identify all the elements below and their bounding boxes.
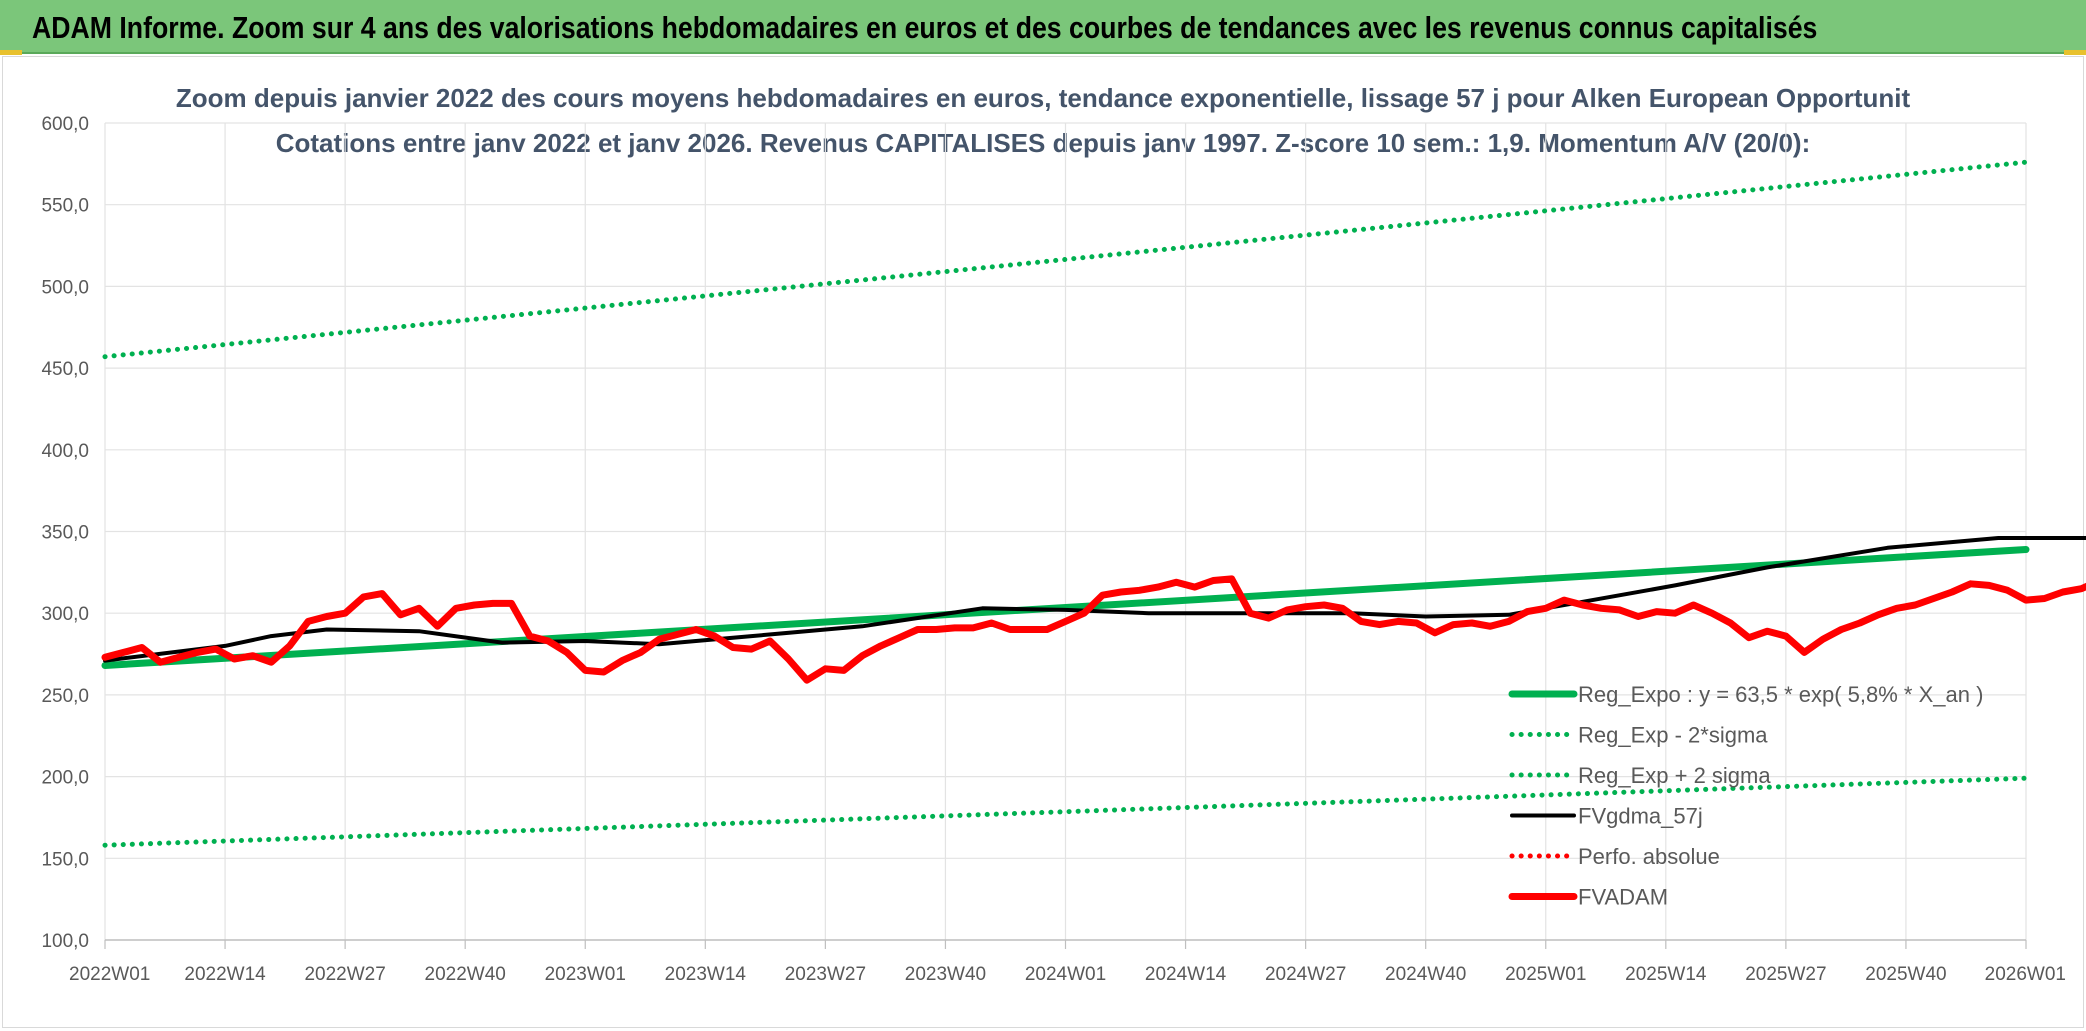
x-tick-label: 2023W14 bbox=[665, 964, 747, 985]
x-tick-label: 2024W40 bbox=[1385, 964, 1466, 985]
x-tick-label: 2022W27 bbox=[304, 964, 385, 985]
x-tick-label: 2025W14 bbox=[1625, 964, 1707, 985]
header-bar: ADAM Informe. Zoom sur 4 ans des valoris… bbox=[0, 0, 2086, 55]
y-tick-label: 300,0 bbox=[41, 604, 89, 625]
y-tick-label: 450,0 bbox=[41, 359, 89, 380]
y-tick-label: 500,0 bbox=[41, 277, 89, 298]
series-line-3 bbox=[103, 536, 2086, 663]
series-line-1 bbox=[102, 775, 2029, 848]
x-tick-label: 2025W40 bbox=[1865, 964, 1946, 985]
series-layer bbox=[101, 159, 2086, 848]
y-tick-label: 100,0 bbox=[41, 931, 89, 952]
x-tick-label: 2025W01 bbox=[1505, 964, 1586, 985]
y-tick-label: 150,0 bbox=[41, 849, 89, 870]
y-tick-label: 200,0 bbox=[41, 768, 89, 789]
grid bbox=[104, 122, 2027, 941]
chart-title-line-2: Cotations entre janv 2022 et janv 2026. … bbox=[276, 128, 1811, 158]
chart-title-line-1: Zoom depuis janvier 2022 des cours moyen… bbox=[176, 83, 1911, 113]
x-tick-label: 2026W01 bbox=[1985, 964, 2066, 985]
y-tick-label: 400,0 bbox=[41, 441, 89, 462]
x-tick-label: 2022W40 bbox=[425, 964, 506, 985]
y-tick-label: 550,0 bbox=[41, 196, 89, 217]
series-line-2 bbox=[102, 159, 2029, 360]
chart-frame bbox=[2, 56, 2084, 1028]
x-tick-label: 2024W27 bbox=[1265, 964, 1346, 985]
x-tick-label: 2022W14 bbox=[184, 964, 266, 985]
legend-label-4: Perfo. absolue bbox=[1578, 844, 1720, 869]
x-tick-label: 2022W01 bbox=[69, 964, 150, 985]
page-title: ADAM Informe. Zoom sur 4 ans des valoris… bbox=[32, 10, 1818, 45]
x-tick-label: 2023W01 bbox=[545, 964, 626, 985]
y-axis: 100,0 150,0 200,0 250,0 300,0 350,0 400,0 450,0… bbox=[41, 114, 89, 952]
legend-label-5: FVADAM bbox=[1578, 885, 1668, 910]
y-tick-label: 250,0 bbox=[41, 686, 89, 707]
legend: Reg_Expo : y = 63,5 * exp( 5,8% * X_an )… bbox=[1508, 682, 1983, 910]
y-tick-label: 350,0 bbox=[41, 523, 89, 544]
x-tick-label: 2023W40 bbox=[905, 964, 986, 985]
legend-label-3: FVgdma_57j bbox=[1578, 804, 1703, 829]
x-tick-label: 2024W14 bbox=[1145, 964, 1227, 985]
x-tick-label: 2024W01 bbox=[1025, 964, 1106, 985]
legend-label-2: Reg_Exp + 2 sigma bbox=[1578, 763, 1771, 788]
legend-label-0: Reg_Expo : y = 63,5 * exp( 5,8% * X_an ) bbox=[1578, 682, 1983, 707]
x-axis: 2022W01 2022W14 2022W27 2022W40 2023W01 2023W… bbox=[69, 940, 2066, 985]
y-tick-label: 600,0 bbox=[41, 114, 89, 135]
series-line-5 bbox=[101, 575, 2086, 684]
series-line-0 bbox=[101, 546, 2030, 669]
x-tick-label: 2023W27 bbox=[785, 964, 866, 985]
legend-label-1: Reg_Exp - 2*sigma bbox=[1578, 723, 1768, 748]
x-tick-label: 2025W27 bbox=[1745, 964, 1826, 985]
